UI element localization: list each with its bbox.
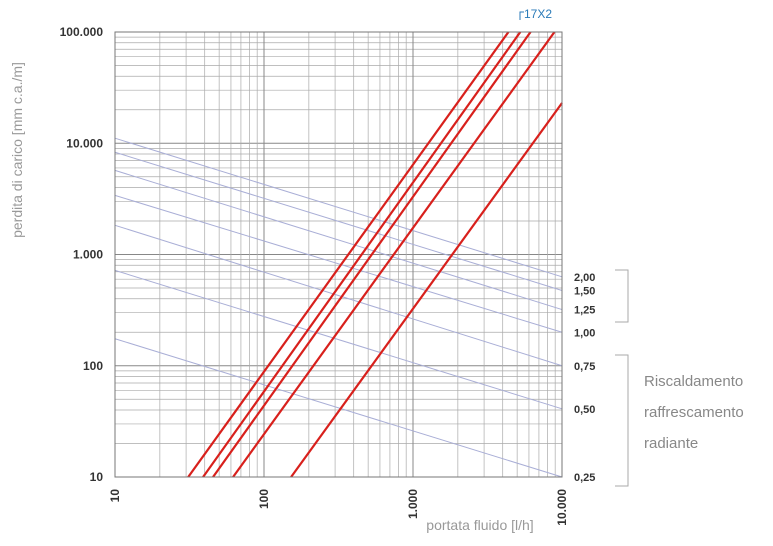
group-label: raffrescamento [644,404,744,421]
bracket [615,269,629,323]
plot-frame [114,31,563,478]
series-line [232,31,556,478]
y-tick-label: 10.000 [66,136,103,150]
group-label: radiante [644,435,698,452]
series-line [202,31,522,478]
x-axis-label: portata fluido [l/h] [426,517,533,533]
line-label: 1,50 [574,285,595,297]
bracket [615,354,629,487]
series-line [114,194,563,333]
annotation-bracket [519,11,524,20]
series-line [114,137,563,278]
line-label: 1,25 [574,305,595,317]
x-tick-label: 10 [108,489,122,503]
series-line [114,224,563,367]
series-line [114,169,563,311]
series-line [114,269,563,410]
series-line [114,151,563,291]
group-label: Riscaldamento [644,373,743,390]
x-tick-label: 10.000 [555,489,569,526]
line-label: 0,25 [574,472,595,484]
line-label: 0,50 [574,404,595,416]
annotation: 17X2 [524,7,552,21]
line-label: 2,00 [574,272,595,284]
y-tick-label: 100.000 [60,25,104,39]
x-tick-label: 100 [257,489,271,509]
line-label: 1,00 [574,327,595,339]
x-tick-label: 1.000 [406,489,420,519]
y-tick-label: 1.000 [73,248,103,262]
series-line [212,31,532,478]
series-line [114,338,563,478]
series-line [290,102,563,478]
y-tick-label: 100 [83,359,103,373]
line-label: 0,75 [574,361,595,373]
series-line [187,31,510,478]
y-tick-label: 10 [90,470,104,484]
y-axis-label: perdita di carico [mm c.a./m] [9,62,25,238]
